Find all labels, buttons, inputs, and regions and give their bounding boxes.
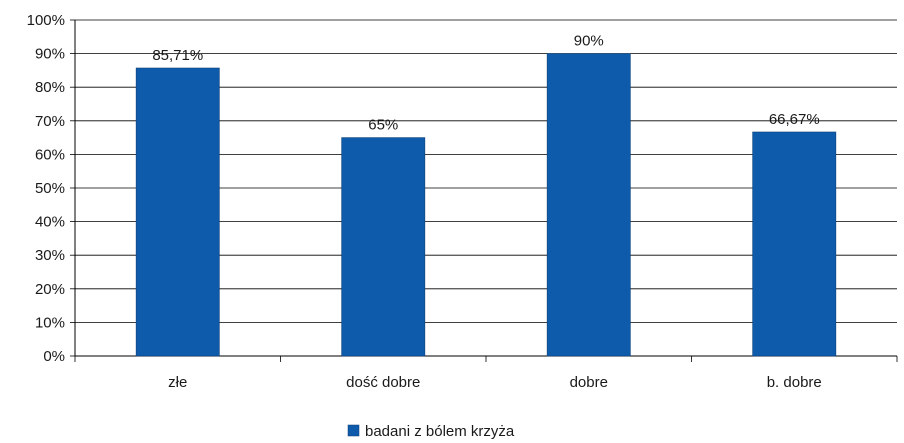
category-label: dobre xyxy=(570,374,608,391)
bar xyxy=(752,131,837,357)
category-label: złe xyxy=(168,374,187,391)
bar xyxy=(341,137,426,357)
y-tick-label: 90% xyxy=(35,46,65,63)
bar xyxy=(135,67,220,357)
bar-data-label: 65% xyxy=(368,117,398,134)
y-tick-label: 80% xyxy=(35,79,65,96)
bar-data-label: 85,71% xyxy=(152,47,203,64)
data-labels: 85,71% 65% 90% 66,67% xyxy=(152,33,819,134)
y-tick-label: 100% xyxy=(27,12,65,29)
legend-swatch xyxy=(347,424,360,437)
y-axis-tick-labels: 0% 10% 20% 30% 40% 50% 60% 70% 80% 90% 100% xyxy=(27,12,65,365)
bar-data-label: 90% xyxy=(574,33,604,50)
y-tick-label: 10% xyxy=(35,314,65,331)
category-label: b. dobre xyxy=(767,374,822,391)
y-tick-label: 20% xyxy=(35,281,65,298)
y-tick-label: 60% xyxy=(35,146,65,163)
legend: badani z bólem krzyża xyxy=(347,423,515,440)
bars xyxy=(135,53,837,357)
y-tick-label: 50% xyxy=(35,180,65,197)
y-tick-label: 0% xyxy=(43,348,65,365)
x-axis-category-labels: złe dość dobre dobre b. dobre xyxy=(168,374,822,391)
legend-label: badani z bólem krzyża xyxy=(365,423,515,440)
bar xyxy=(546,53,631,357)
y-tick-label: 40% xyxy=(35,214,65,231)
category-label: dość dobre xyxy=(346,374,420,391)
bar-data-label: 66,67% xyxy=(769,111,820,128)
y-tick-label: 30% xyxy=(35,247,65,264)
y-tick-label: 70% xyxy=(35,113,65,130)
